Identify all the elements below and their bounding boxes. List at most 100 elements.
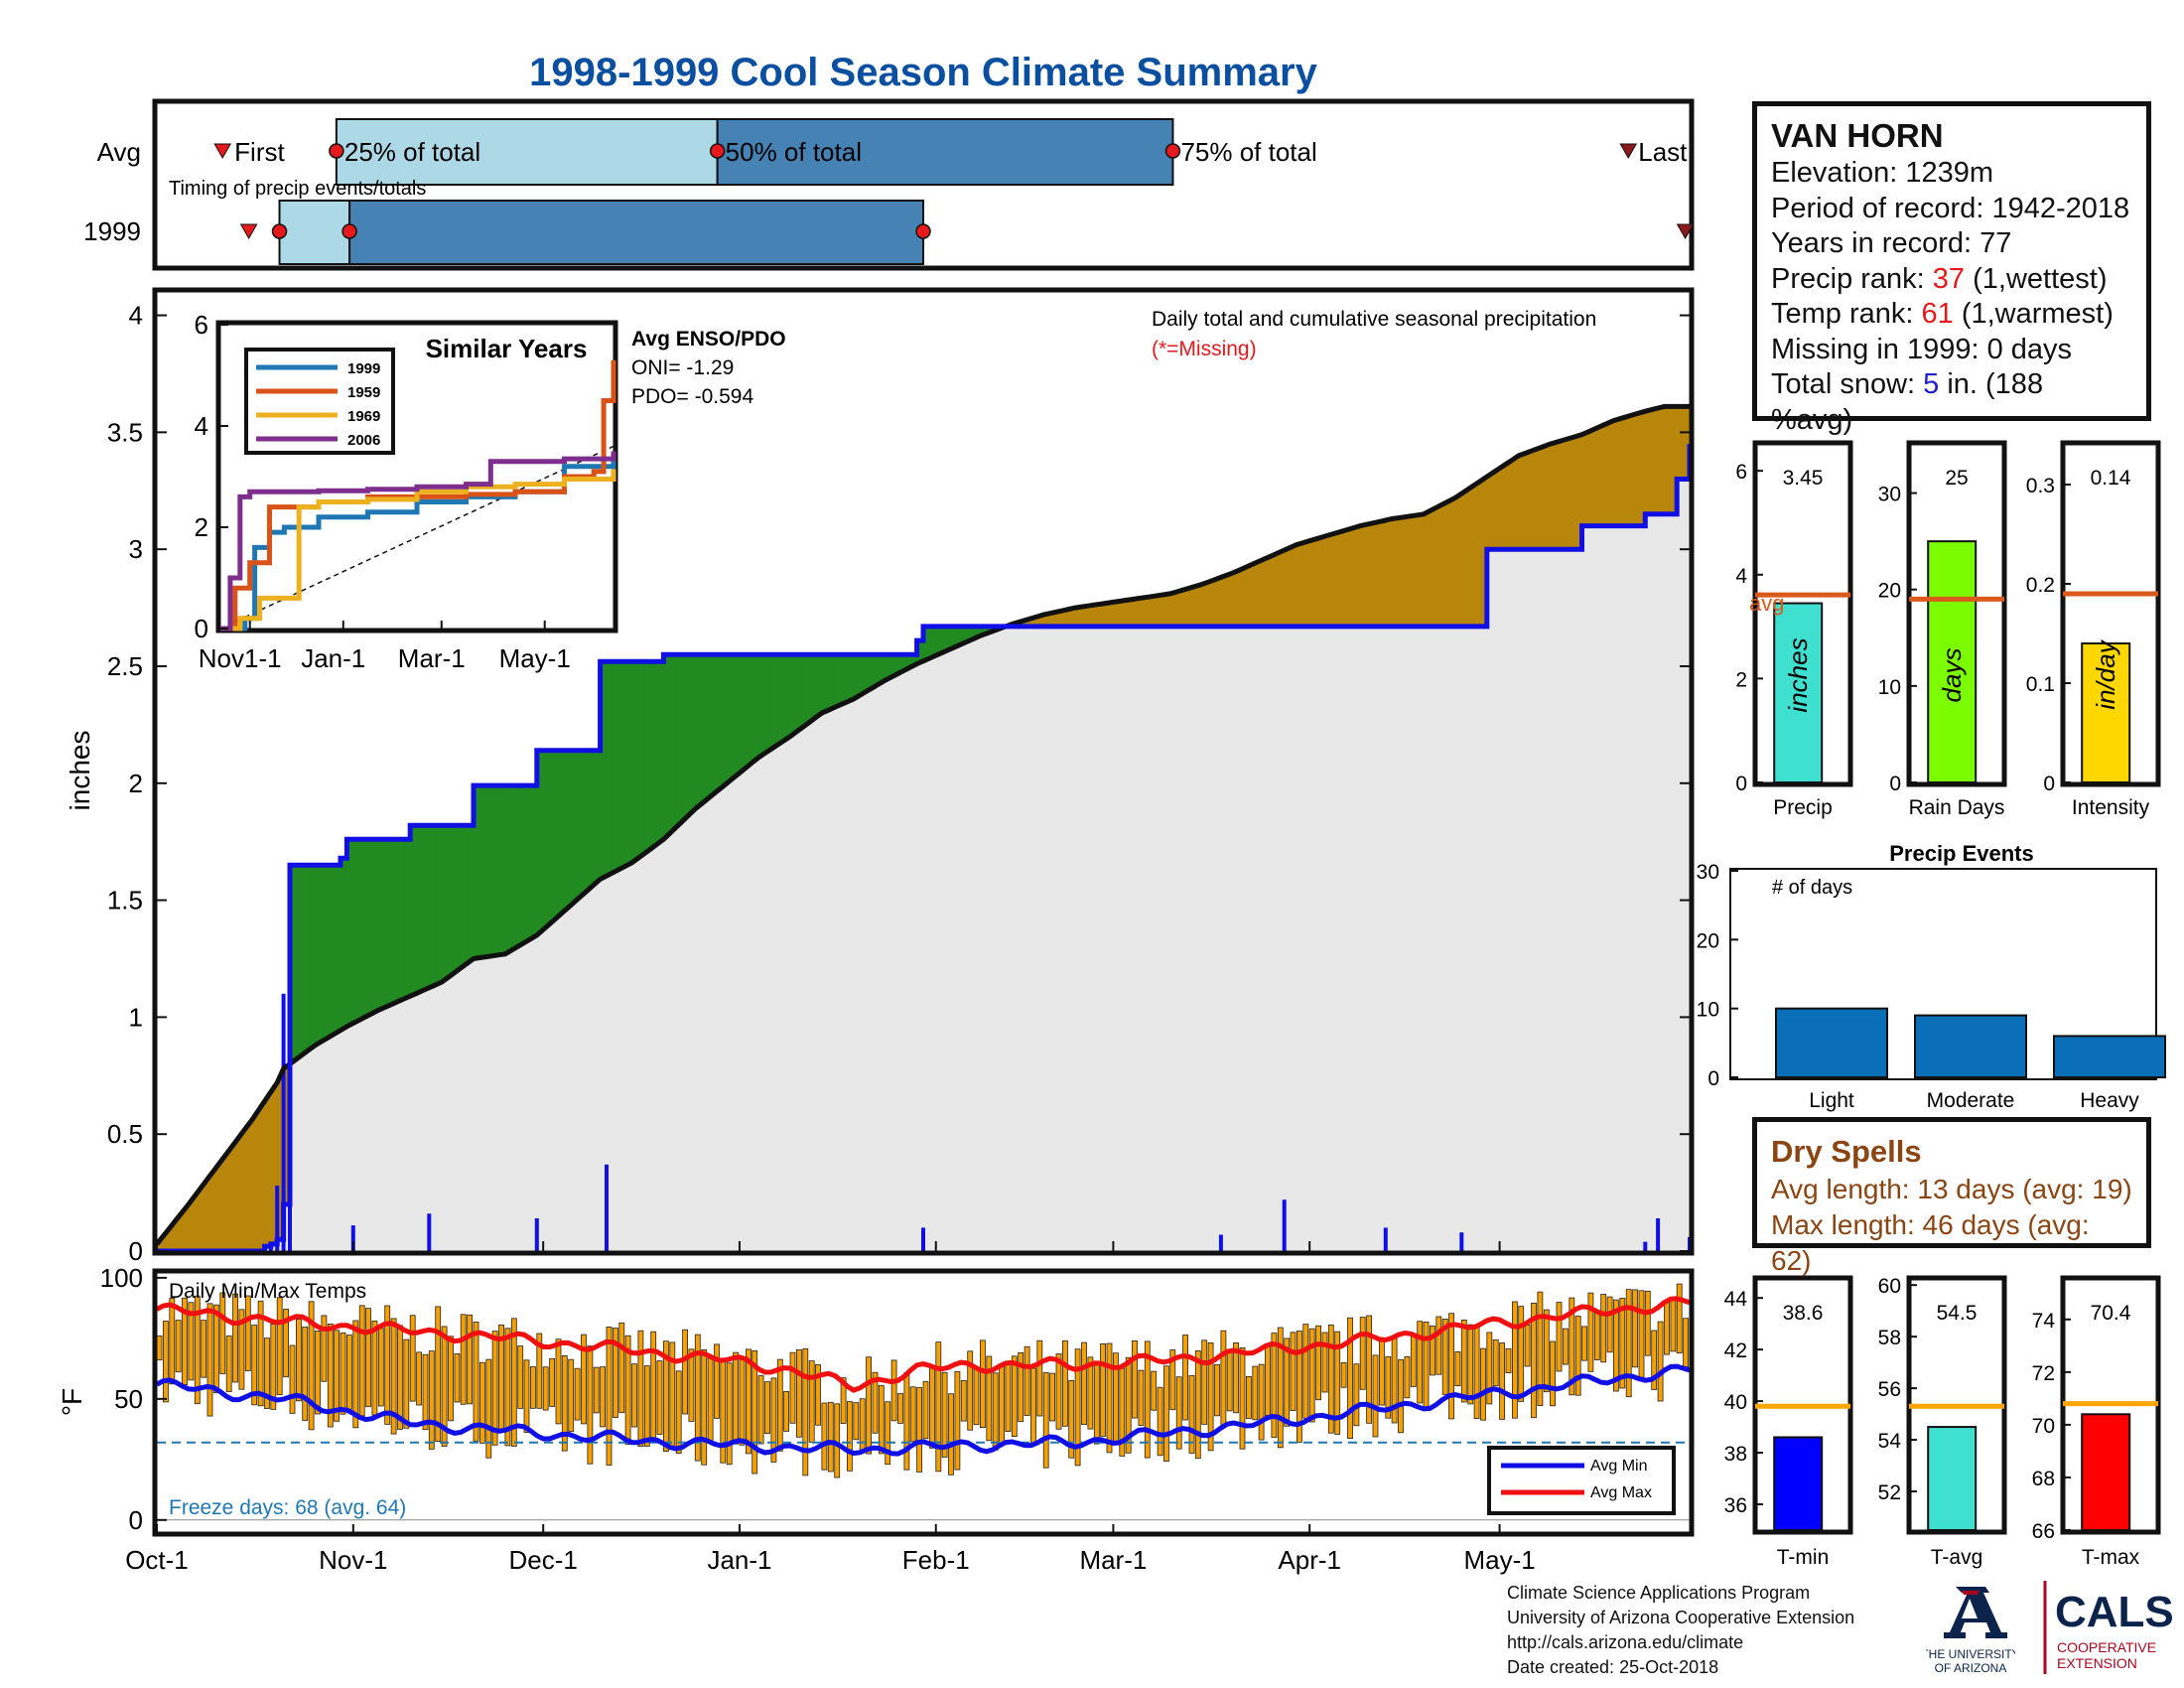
daily-temp-bar [726, 1362, 733, 1466]
daily-temp-bar [390, 1318, 397, 1435]
daily-temp-bar [1574, 1316, 1581, 1396]
deficit-area [1417, 514, 1425, 627]
surplus-area [556, 750, 563, 916]
daily-temp-bar [1138, 1369, 1145, 1426]
daily-temp-bar [473, 1322, 479, 1442]
surplus-area [967, 626, 975, 640]
daily-temp-bar [714, 1343, 720, 1419]
daily-temp-bar [885, 1401, 891, 1466]
top-bar-2-ytick-label: 0 [2043, 773, 2055, 795]
daily-temp-bar [954, 1370, 961, 1471]
daily-temp-bar [707, 1357, 714, 1442]
deficit-area [1126, 600, 1134, 627]
daily-temp-bar [770, 1377, 777, 1463]
daily-temp-bar [1074, 1348, 1081, 1467]
surplus-area [777, 654, 785, 743]
cals-logo-line-1: COOPERATIVE [2057, 1639, 2156, 1655]
dry-spells-title: Dry Spells [1771, 1134, 1922, 1169]
main-ytick-label: 3 [129, 534, 143, 564]
deficit-area [1626, 415, 1634, 526]
daily-temp-bar [510, 1318, 517, 1447]
temp-bar-0-value-label: 38.6 [1783, 1302, 1824, 1325]
daily-temp-bar [1214, 1363, 1220, 1417]
surplus-area [974, 626, 981, 637]
surplus-area [986, 626, 994, 633]
daily-temp-bar [1417, 1321, 1424, 1404]
deficit-area [1353, 526, 1361, 627]
daily-temp-bar [1499, 1342, 1505, 1420]
daily-temp-bar [1132, 1340, 1138, 1419]
daily-temp-bar [694, 1334, 701, 1462]
deficit-area [1030, 618, 1038, 627]
surplus-area [594, 750, 602, 883]
daily-temp-bar [1030, 1367, 1036, 1445]
surplus-area [365, 839, 373, 1016]
daily-temp-bar [643, 1365, 650, 1447]
deficit-area [1107, 602, 1114, 627]
deficit-area [188, 1199, 196, 1251]
surplus-area [853, 654, 861, 698]
deficit-area [1486, 475, 1494, 550]
precip-rank: Precip rank: 37 (1,wettest) [1771, 262, 2108, 295]
daily-temp-bar [340, 1333, 346, 1415]
inset-title: Similar Years [426, 334, 588, 363]
daily-temp-bar [688, 1348, 695, 1422]
daily-temp-bar [1651, 1330, 1658, 1390]
daily-temp-bar [460, 1314, 467, 1405]
daily-temp-bar [1676, 1283, 1683, 1354]
deficit-area [1252, 562, 1260, 627]
daily-temp-bar [1448, 1313, 1454, 1420]
inset-legend-label-2006: 2006 [347, 432, 380, 449]
surplus-area [618, 661, 626, 868]
surplus-area [866, 654, 874, 690]
avg-timing-p50-dot [709, 143, 726, 159]
deficit-area [1265, 557, 1273, 627]
daily-temp-bar [1423, 1322, 1430, 1410]
daily-temp-bar [624, 1335, 631, 1445]
inset-xtick-label: Nov1-1 [199, 643, 282, 673]
deficit-area [1385, 519, 1393, 627]
timing-note: Timing of precip events/totals [169, 178, 426, 200]
deficit-area [1068, 608, 1076, 627]
month-label: Mar-1 [1079, 1545, 1147, 1575]
daily-temp-bar [517, 1345, 524, 1409]
deficit-area [182, 1207, 190, 1251]
deficit-area [1467, 487, 1475, 627]
deficit-area [1398, 517, 1406, 627]
daily-temp-bar [600, 1366, 606, 1428]
daily-temp-bar [1055, 1353, 1062, 1430]
deficit-area [176, 1215, 184, 1251]
daily-temp-bar [808, 1360, 815, 1443]
daily-temp-bar [188, 1302, 195, 1381]
surplus-area [682, 654, 690, 818]
daily-temp-bar [1087, 1356, 1094, 1430]
temp-bar-1-bar [1927, 1426, 1978, 1532]
daily-temp-bar [308, 1301, 315, 1431]
daily-temp-bar [295, 1319, 302, 1402]
inset-legend-label-1959: 1959 [347, 384, 380, 401]
surplus-area [543, 750, 551, 927]
daily-temp-bar [1277, 1327, 1284, 1449]
temp-bar-2-bar [2081, 1413, 2131, 1531]
daily-temp-bar [1550, 1340, 1556, 1407]
deficit-area [1246, 565, 1254, 627]
daily-temp-bar [827, 1401, 834, 1473]
main-precip-chart: 0 0.5 1 1.5 2 2.5 3 3.5 4 inches Daily total and… [65, 287, 1695, 1266]
deficit-area [1094, 604, 1102, 627]
top-bar-1-ytick-label: 30 [1878, 484, 1901, 506]
daily-temp-bar [1537, 1291, 1544, 1406]
surplus-area [479, 785, 487, 957]
month-label: Feb-1 [902, 1545, 970, 1575]
surplus-area [302, 865, 310, 1053]
timing-p50-label: 50% of total [726, 137, 862, 167]
inset-legend-label-1999: 1999 [347, 360, 380, 377]
daily-precip-bar [1383, 1227, 1388, 1251]
daily-temp-bar [428, 1350, 435, 1450]
surplus-area [328, 865, 336, 1037]
inset-ytick-label: 2 [195, 512, 208, 542]
top-bar-1-value-label: 25 [1945, 467, 1968, 490]
surplus-area [498, 785, 506, 955]
top-bar-0-unit-label: inches [1783, 637, 1813, 712]
